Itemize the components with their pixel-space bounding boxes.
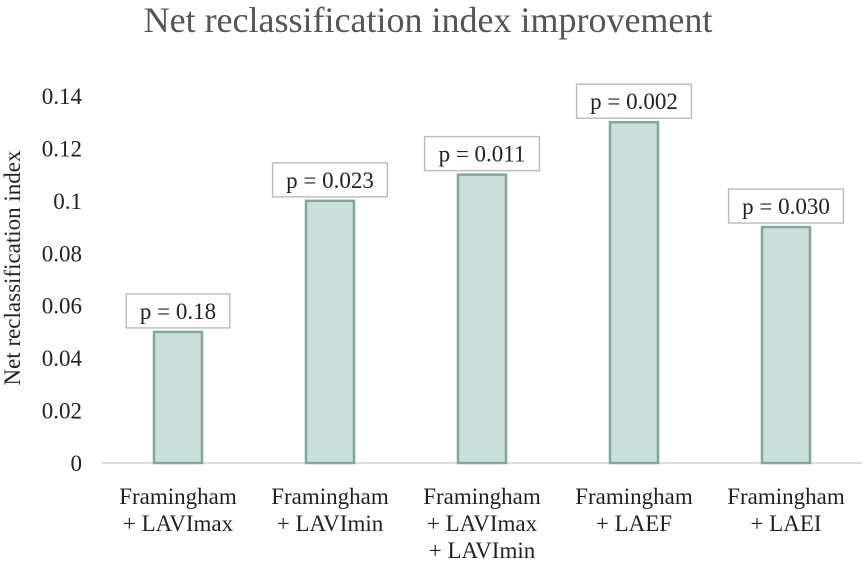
p-value-box xyxy=(423,135,541,172)
y-tick-label: 0.06 xyxy=(42,294,82,319)
y-tick-label: 0.02 xyxy=(42,399,82,424)
p-value-text: p = 0.023 xyxy=(286,168,374,193)
y-tick-label: 0.1 xyxy=(53,189,82,214)
p-value-text: p = 0.030 xyxy=(742,194,830,219)
y-tick-label: 0.08 xyxy=(42,241,82,266)
p-value-label: p = 0.011 xyxy=(423,135,541,172)
p-value-text: p = 0.002 xyxy=(590,89,678,114)
y-tick-label: 0.14 xyxy=(42,84,83,109)
bar xyxy=(152,330,204,465)
bar xyxy=(760,225,812,465)
y-tick-label: 0.12 xyxy=(42,136,82,161)
y-axis-ticks: 0 0.02 0.04 0.06 0.08 0.1 0.12 0.14 xyxy=(42,84,83,476)
x-category-label: Framingham + LAVImin xyxy=(271,484,389,536)
x-axis-categories: Framingham + LAVImax Framingham + LAVImin Fr… xyxy=(119,484,845,563)
y-tick-label: 0 xyxy=(71,451,83,476)
p-value-label: p = 0.023 xyxy=(271,162,389,198)
p-value-box xyxy=(271,162,389,198)
p-value-text: p = 0.011 xyxy=(439,142,526,167)
p-value-label: p = 0.030 xyxy=(727,188,845,224)
p-value-label: p = 0.18 xyxy=(125,293,231,329)
x-category-label: Framingham + LAVImax + LAVImin xyxy=(423,484,541,563)
x-category-label: Framingham + LAEF xyxy=(575,484,693,536)
p-value-text: p = 0.18 xyxy=(140,299,216,324)
chart-title: Net reclassification index improvement xyxy=(144,0,713,40)
p-value-labels: p = 0.18 p = 0.023 p = 0.011 p = 0.002 p = 0… xyxy=(125,83,845,329)
p-value-box xyxy=(727,188,845,224)
bars-group xyxy=(152,120,812,465)
x-category-label: Framingham + LAVImax xyxy=(119,484,237,536)
y-axis-label: Net reclassification index xyxy=(0,150,25,386)
y-tick-label: 0.04 xyxy=(42,346,83,371)
bar xyxy=(456,173,508,465)
p-value-label: p = 0.002 xyxy=(575,83,693,119)
p-value-box xyxy=(125,293,231,329)
bar xyxy=(304,199,356,465)
p-value-box xyxy=(575,83,693,119)
x-category-label: Framingham + LAEI xyxy=(727,484,845,536)
bar xyxy=(608,120,660,465)
